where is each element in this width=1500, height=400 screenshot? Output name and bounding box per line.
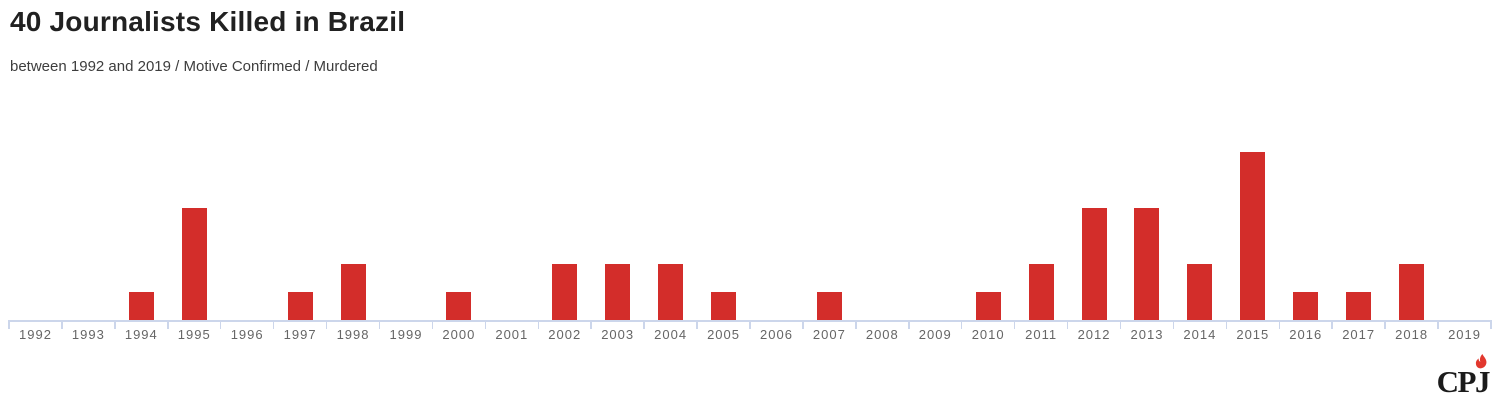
axis-tick — [167, 320, 169, 329]
chart-title: 40 Journalists Killed in Brazil — [10, 6, 406, 37]
bar-1998[interactable] — [340, 264, 366, 320]
bar-2012[interactable] — [1081, 208, 1107, 320]
axis-tick — [749, 320, 751, 329]
x-axis-label-1996: 1996 — [230, 327, 264, 342]
axis-tick — [1384, 320, 1386, 329]
bar-1994[interactable] — [128, 292, 154, 320]
axis-tick — [325, 320, 328, 329]
cpj-logo-text: CPJ — [1436, 364, 1491, 399]
axis-tick — [1119, 320, 1122, 329]
x-axis-label-2017: 2017 — [1342, 327, 1376, 342]
axis-tick — [1278, 320, 1281, 329]
bar-2014[interactable] — [1187, 264, 1213, 320]
axis-tick — [590, 320, 592, 329]
axis-tick — [802, 320, 804, 329]
axis-tick — [696, 320, 698, 329]
axis-tick — [8, 320, 10, 329]
axis-tick — [431, 320, 434, 329]
axis-tick — [1331, 320, 1333, 329]
x-axis-label-2013: 2013 — [1130, 327, 1164, 342]
x-axis-label-1994: 1994 — [124, 327, 158, 342]
x-axis-label-1997: 1997 — [283, 327, 317, 342]
axis-tick — [1225, 320, 1228, 329]
x-axis-label-2002: 2002 — [548, 327, 582, 342]
x-axis-label-2001: 2001 — [495, 327, 529, 342]
x-axis-label-2015: 2015 — [1236, 327, 1270, 342]
bar-2016[interactable] — [1293, 292, 1319, 320]
x-axis-label-1999: 1999 — [389, 327, 423, 342]
x-axis-label-2007: 2007 — [812, 327, 846, 342]
axis-tick — [484, 320, 487, 329]
x-axis-label-2008: 2008 — [865, 327, 899, 342]
x-axis-label-1992: 1992 — [19, 327, 52, 342]
x-axis-label-1993: 1993 — [71, 327, 105, 342]
axis-tick — [61, 320, 63, 329]
x-axis-label-2000: 2000 — [442, 327, 476, 342]
bar-2011[interactable] — [1028, 264, 1054, 320]
x-axis-label-2012: 2012 — [1077, 327, 1111, 342]
axis-tick — [378, 320, 381, 329]
bar-2003[interactable] — [605, 264, 631, 320]
x-axis-label-2011: 2011 — [1025, 327, 1058, 342]
x-axis-label-2019: 2019 — [1448, 327, 1481, 342]
chart-subtitle: between 1992 and 2019 / Motive Confirmed… — [10, 58, 378, 75]
axis-tick — [1490, 320, 1492, 329]
x-axis-label-2003: 2003 — [601, 327, 635, 342]
axis-tick — [1172, 320, 1175, 329]
x-axis-label-2004: 2004 — [654, 327, 688, 342]
bar-2015[interactable] — [1240, 152, 1266, 320]
bar-2007[interactable] — [816, 292, 842, 320]
axis-tick — [855, 320, 857, 329]
axis-tick — [272, 320, 275, 329]
axis-tick — [1437, 320, 1439, 329]
x-axis-label-2006: 2006 — [760, 327, 793, 342]
axis-tick — [960, 320, 963, 329]
bar-2005[interactable] — [711, 292, 737, 320]
x-axis-label-2016: 2016 — [1289, 327, 1323, 342]
axis-tick — [643, 320, 645, 329]
bar-2018[interactable] — [1399, 264, 1425, 320]
bar-2000[interactable] — [446, 292, 472, 320]
bar-2013[interactable] — [1134, 208, 1160, 320]
bar-1995[interactable] — [181, 208, 207, 320]
flame-svg — [1475, 354, 1487, 369]
cpj-logo[interactable]: CPJ — [1436, 354, 1491, 399]
bar-1997[interactable] — [287, 292, 313, 320]
axis-tick — [1066, 320, 1069, 329]
x-axis-label-2010: 2010 — [971, 327, 1005, 342]
x-axis-label-2018: 2018 — [1395, 327, 1429, 342]
bar-2004[interactable] — [658, 264, 684, 320]
flame-path — [1475, 354, 1487, 369]
x-axis-label-2014: 2014 — [1183, 327, 1217, 342]
axis-tick — [908, 320, 910, 329]
flame-icon — [1474, 354, 1488, 374]
axis-tick — [219, 320, 222, 329]
axis-tick — [1013, 320, 1016, 329]
x-axis-label-2005: 2005 — [707, 327, 740, 342]
axis-tick — [114, 320, 116, 329]
axis-tick — [537, 320, 540, 329]
bar-2010[interactable] — [975, 292, 1001, 320]
bar-2002[interactable] — [552, 264, 578, 320]
x-axis-label-1995: 1995 — [177, 327, 211, 342]
bar-2017[interactable] — [1346, 292, 1372, 320]
x-axis-label-2009: 2009 — [918, 327, 952, 342]
x-axis-label-1998: 1998 — [336, 327, 370, 342]
